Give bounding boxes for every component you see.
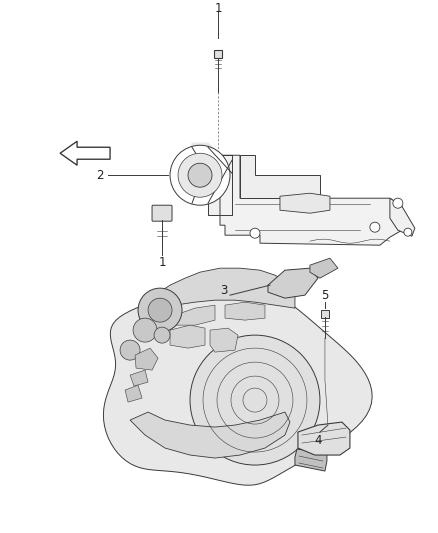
Circle shape <box>188 163 212 187</box>
Circle shape <box>170 146 230 205</box>
Circle shape <box>404 228 412 236</box>
Polygon shape <box>192 143 232 180</box>
Polygon shape <box>60 141 110 165</box>
Polygon shape <box>103 277 372 485</box>
Circle shape <box>190 335 320 465</box>
Polygon shape <box>170 325 205 348</box>
Polygon shape <box>220 155 402 245</box>
Polygon shape <box>130 412 290 458</box>
Circle shape <box>133 318 157 342</box>
Polygon shape <box>225 302 265 320</box>
Polygon shape <box>280 193 330 213</box>
Circle shape <box>148 298 172 322</box>
Polygon shape <box>210 328 238 352</box>
Polygon shape <box>240 155 320 198</box>
Text: 3: 3 <box>220 284 228 297</box>
FancyBboxPatch shape <box>321 310 329 318</box>
Circle shape <box>250 228 260 238</box>
Text: 2: 2 <box>96 169 104 182</box>
Circle shape <box>178 154 222 197</box>
Circle shape <box>120 340 140 360</box>
Circle shape <box>138 288 182 332</box>
Polygon shape <box>268 268 318 298</box>
Polygon shape <box>310 258 338 278</box>
Circle shape <box>370 222 380 232</box>
Polygon shape <box>298 422 350 455</box>
FancyBboxPatch shape <box>152 205 172 221</box>
Polygon shape <box>130 370 148 386</box>
Text: 4: 4 <box>314 433 321 447</box>
Polygon shape <box>208 155 232 215</box>
Circle shape <box>393 198 403 208</box>
Text: 5: 5 <box>321 289 328 302</box>
Text: 1: 1 <box>214 2 222 15</box>
Polygon shape <box>125 385 142 402</box>
Polygon shape <box>175 305 215 325</box>
Polygon shape <box>295 449 327 471</box>
Polygon shape <box>140 268 295 308</box>
FancyBboxPatch shape <box>214 50 222 58</box>
Polygon shape <box>390 198 415 236</box>
Circle shape <box>154 327 170 343</box>
Text: 1: 1 <box>158 256 166 269</box>
Polygon shape <box>135 348 158 370</box>
